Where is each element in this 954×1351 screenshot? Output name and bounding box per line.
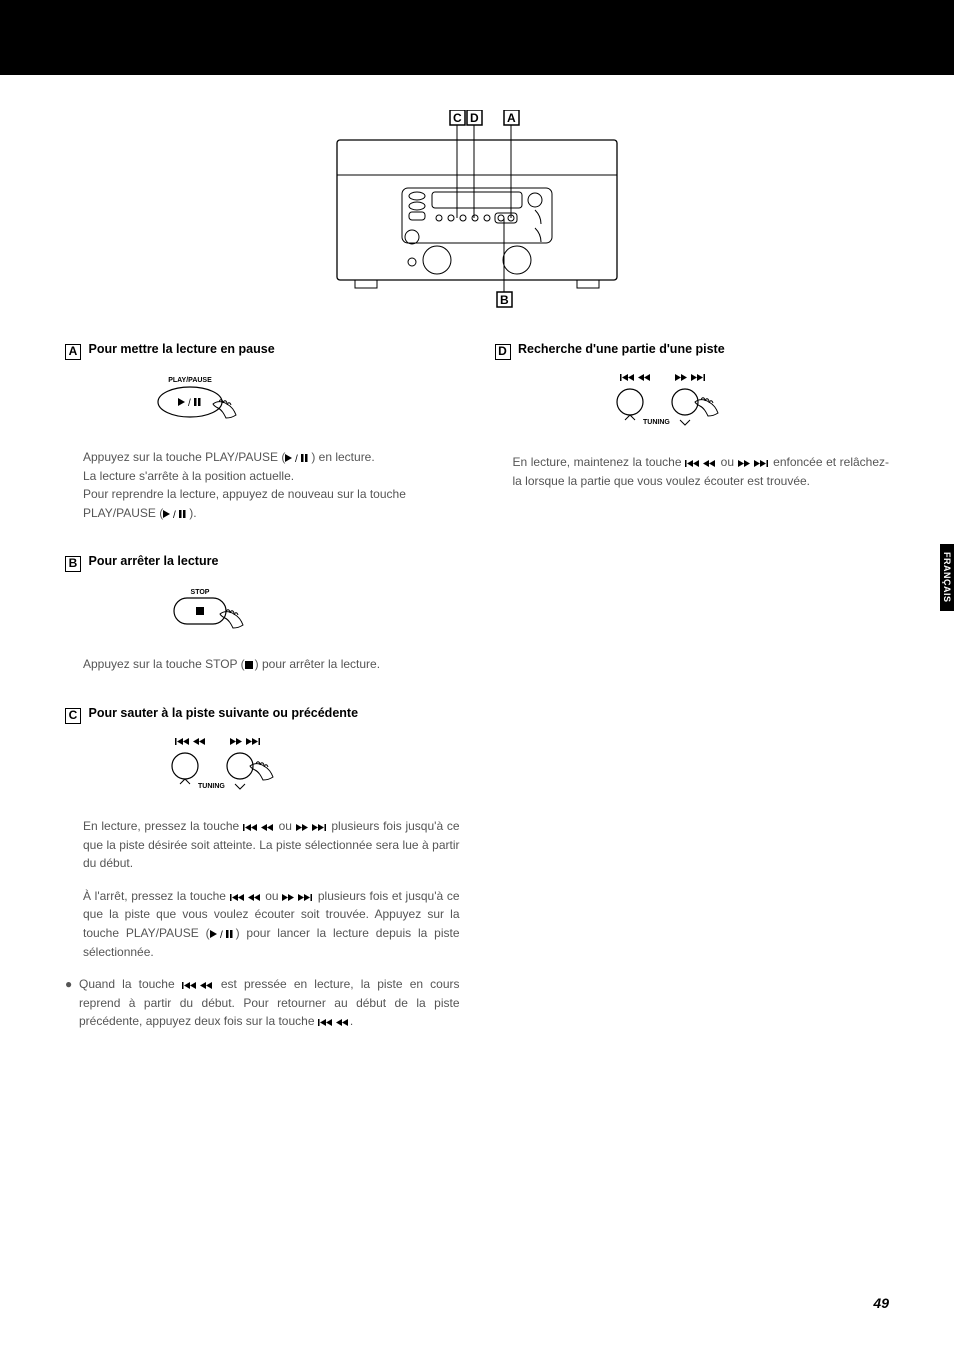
section-d-title: D Recherche d'une partie d'une piste [495,342,890,360]
section-b-title: B Pour arrêter la lecture [65,554,460,572]
content-area: A Pour mettre la lecture en pause PLAY/P… [65,342,889,1063]
section-c-p1: En lecture, pressez la touche ou plusieu… [83,817,460,873]
section-a-p1: Appuyez sur la touche PLAY/PAUSE () en l… [83,448,460,467]
section-c-heading: Pour sauter à la piste suivante ou précé… [88,706,358,720]
svg-text:TUNING: TUNING [643,419,670,426]
section-c-title: C Pour sauter à la piste suivante ou pré… [65,706,460,724]
svg-text:TUNING: TUNING [198,783,225,790]
svg-text:D: D [470,111,479,125]
svg-text:C: C [453,111,462,125]
tuning-figure-c: TUNING [160,738,460,803]
label-c: C [65,708,81,724]
svg-text:A: A [507,111,516,125]
svg-text:B: B [500,293,509,307]
section-a: A Pour mettre la lecture en pause PLAY/P… [65,342,460,522]
section-c-p2: À l'arrêt, pressez la touche ou plusieur… [83,887,460,961]
section-d-p1: En lecture, maintenez la touche ou enfon… [513,453,890,490]
play-pause-label: PLAY/PAUSE [168,377,212,384]
section-d: D Recherche d'une partie d'une piste TUN… [495,342,890,490]
section-c: C Pour sauter à la piste suivante ou pré… [65,706,460,1031]
section-a-p3: Pour reprendre la lecture, appuyez de no… [83,485,460,522]
page-number: 49 [873,1295,889,1311]
section-d-heading: Recherche d'une partie d'une piste [518,342,725,356]
svg-text:STOP: STOP [191,589,210,596]
device-diagram: C D A [0,110,954,315]
language-tab: FRANÇAIS [940,544,954,611]
stop-figure: STOP [170,586,460,641]
play-pause-figure: PLAY/PAUSE [155,374,460,434]
section-a-p2: La lecture s'arrête à la position actuel… [83,467,460,486]
section-b-heading: Pour arrêter la lecture [88,554,218,568]
section-a-title: A Pour mettre la lecture en pause [65,342,460,360]
section-b-p1: Appuyez sur la touche STOP () pour arrêt… [83,655,460,674]
section-a-heading: Pour mettre la lecture en pause [88,342,274,356]
label-d: D [495,344,511,360]
right-column: D Recherche d'une partie d'une piste TUN… [495,342,890,1063]
label-a: A [65,344,81,360]
left-column: A Pour mettre la lecture en pause PLAY/P… [65,342,460,1063]
label-b: B [65,556,81,572]
tuning-figure-d: TUNING [605,374,890,439]
header-bar [0,0,954,75]
section-b: B Pour arrêter la lecture STOP Appuyez s… [65,554,460,674]
section-c-p3: ● Quand la touche est pressée en lecture… [65,975,460,1031]
